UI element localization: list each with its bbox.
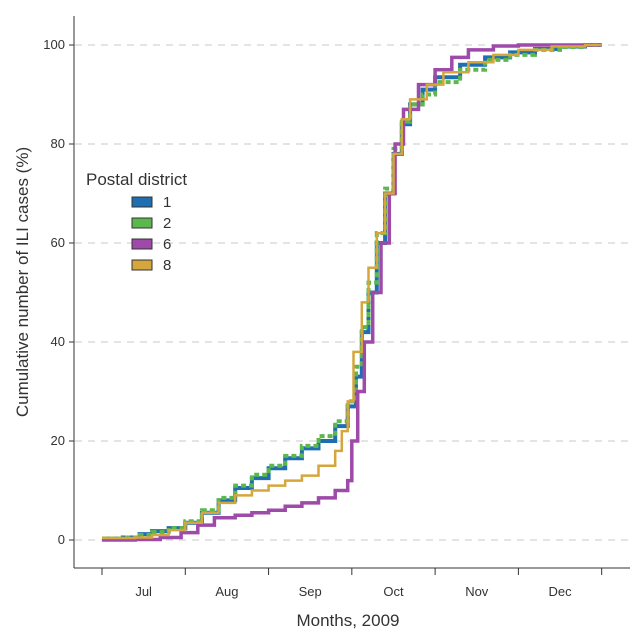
y-tick-label-20: 20 bbox=[51, 433, 65, 448]
x-axis-title: Months, 2009 bbox=[296, 611, 399, 630]
legend-swatch-district-6 bbox=[131, 238, 153, 250]
axes: 0 20 40 60 80 100 Jul Aug Sep Oct Nov Dec bbox=[43, 16, 630, 599]
x-tick-label-dec: Dec bbox=[548, 584, 572, 599]
y-axis-title: Cumulative number of ILI cases (%) bbox=[13, 147, 32, 417]
legend-swatch-district-8 bbox=[131, 259, 153, 271]
y-tick-label-80: 80 bbox=[51, 136, 65, 151]
y-tick-label-40: 40 bbox=[51, 334, 65, 349]
legend-label-district-6: 6 bbox=[163, 236, 171, 253]
series-line-district-2 bbox=[102, 43, 602, 541]
x-tick-label-aug: Aug bbox=[215, 584, 238, 599]
legend-label-district-8: 8 bbox=[163, 257, 171, 274]
series-line-district-8 bbox=[102, 43, 602, 540]
legend-swatch-district-2 bbox=[131, 217, 153, 229]
legend-label-district-2: 2 bbox=[163, 215, 171, 232]
y-tick-label-0: 0 bbox=[58, 532, 65, 547]
legend-swatch-district-1 bbox=[131, 196, 153, 208]
series-lines bbox=[102, 43, 602, 542]
series-line-district-6 bbox=[102, 43, 602, 542]
x-tick-label-nov: Nov bbox=[465, 584, 489, 599]
x-tick-label-jul: Jul bbox=[135, 584, 152, 599]
y-tick-label-100: 100 bbox=[43, 37, 65, 52]
x-tick-label-oct: Oct bbox=[383, 584, 404, 599]
x-tick-label-sep: Sep bbox=[299, 584, 322, 599]
legend: Postal district 1 2 6 8 bbox=[86, 170, 187, 274]
legend-title: Postal district bbox=[86, 170, 187, 189]
y-tick-label-60: 60 bbox=[51, 235, 65, 250]
legend-label-district-1: 1 bbox=[163, 194, 171, 211]
